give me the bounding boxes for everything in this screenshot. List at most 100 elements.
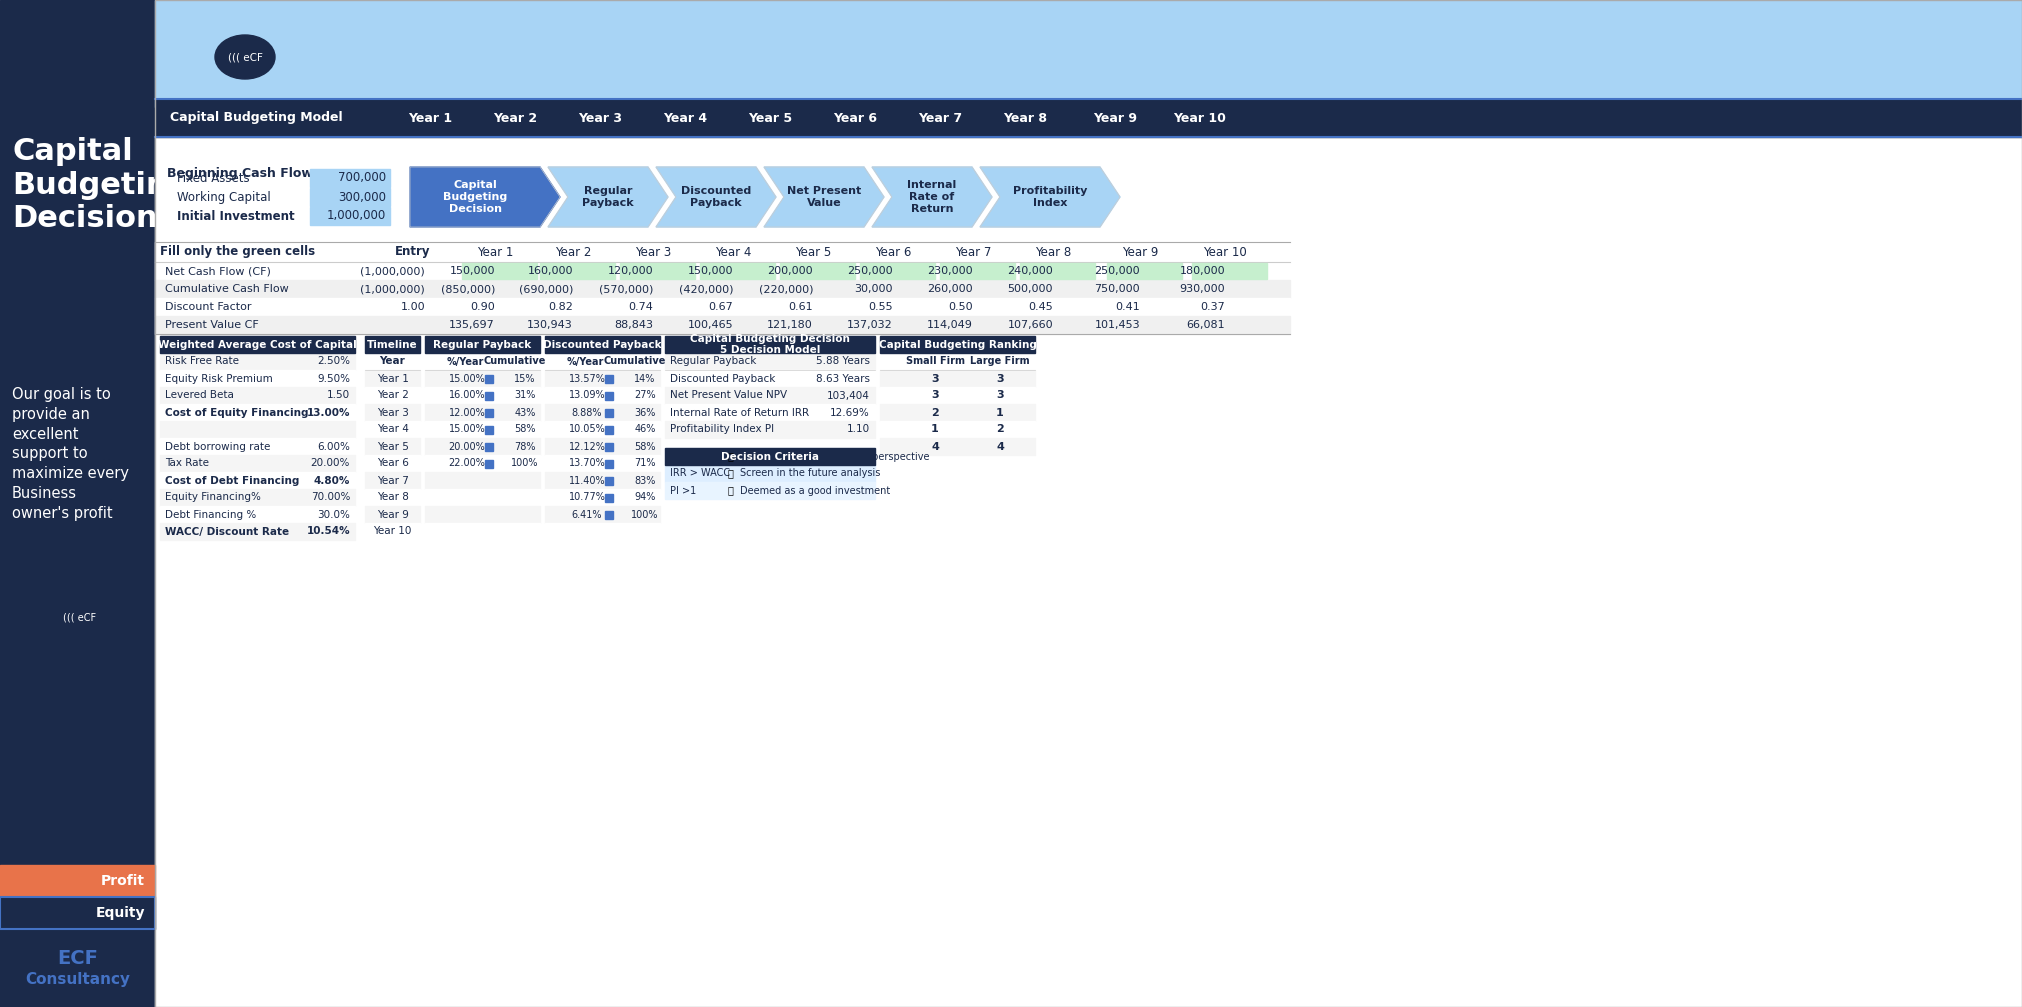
Bar — [425, 336, 540, 353]
Text: ((( eCF: ((( eCF — [63, 612, 97, 622]
Bar — [485, 426, 493, 434]
Text: PI >1: PI >1 — [669, 485, 696, 495]
Text: 114,049: 114,049 — [928, 320, 973, 330]
Polygon shape — [981, 167, 1120, 227]
Bar — [780, 263, 855, 279]
Text: 0.74: 0.74 — [629, 302, 653, 312]
Bar — [605, 375, 613, 383]
Text: 31%: 31% — [514, 391, 536, 401]
Text: Our goal is to
provide an
excellent
support to
maximize every
Business
owner's p: Our goal is to provide an excellent supp… — [12, 387, 129, 521]
Text: Year 9: Year 9 — [1122, 246, 1159, 259]
Text: 137,032: 137,032 — [847, 320, 894, 330]
Text: Year 4: Year 4 — [376, 425, 408, 434]
Text: 13.70%: 13.70% — [568, 458, 605, 468]
Text: Year 7: Year 7 — [918, 112, 962, 125]
Text: 3: 3 — [997, 374, 1003, 384]
Bar — [880, 336, 1035, 353]
Text: Year 8: Year 8 — [1035, 246, 1072, 259]
Bar — [880, 421, 1035, 438]
Bar — [605, 460, 613, 468]
Text: 107,660: 107,660 — [1007, 320, 1053, 330]
Text: 27%: 27% — [635, 391, 655, 401]
Text: 0.61: 0.61 — [789, 302, 813, 312]
Text: Levered Beta: Levered Beta — [166, 391, 235, 401]
Bar — [160, 523, 356, 540]
Text: Discounted Payback: Discounted Payback — [544, 339, 661, 349]
Bar — [1019, 263, 1096, 279]
Polygon shape — [871, 167, 993, 227]
Text: 120,000: 120,000 — [607, 266, 653, 276]
Bar — [366, 523, 421, 540]
Text: (1,000,000): (1,000,000) — [360, 284, 425, 294]
Bar — [160, 489, 356, 506]
Text: 20.00%: 20.00% — [311, 458, 350, 468]
Text: Equity Financing%: Equity Financing% — [166, 492, 261, 502]
Text: Capital Budgeting Model: Capital Budgeting Model — [170, 112, 342, 125]
Text: 👍: 👍 — [728, 485, 732, 495]
Text: 0.50: 0.50 — [948, 302, 973, 312]
Text: Year 6: Year 6 — [833, 112, 878, 125]
Text: Year 10: Year 10 — [1203, 246, 1248, 259]
Polygon shape — [764, 167, 884, 227]
Text: Working Capital: Working Capital — [178, 190, 271, 203]
Bar — [940, 263, 1015, 279]
Text: 46%: 46% — [635, 425, 655, 434]
Text: 22.00%: 22.00% — [449, 458, 485, 468]
Text: 78%: 78% — [514, 441, 536, 451]
Text: 0.37: 0.37 — [1201, 302, 1225, 312]
Text: 16.00%: 16.00% — [449, 391, 485, 401]
Text: 121,180: 121,180 — [766, 320, 813, 330]
Bar — [366, 336, 421, 353]
Text: 5.88 Years: 5.88 Years — [817, 356, 869, 367]
Bar — [1106, 263, 1183, 279]
Text: Small Firm: Small Firm — [906, 356, 964, 367]
Bar — [665, 482, 876, 499]
Text: 6.41%: 6.41% — [572, 510, 603, 520]
Bar — [160, 506, 356, 523]
Text: 150,000: 150,000 — [449, 266, 495, 276]
Bar — [546, 387, 659, 404]
Ellipse shape — [55, 599, 105, 635]
Bar — [0, 865, 156, 897]
Bar — [366, 370, 421, 387]
Text: 4: 4 — [997, 441, 1005, 451]
Text: 3: 3 — [997, 391, 1003, 401]
Text: Internal
Rate of
Return: Internal Rate of Return — [908, 179, 956, 214]
Bar — [160, 370, 356, 387]
Text: 10.77%: 10.77% — [568, 492, 605, 502]
Text: 160,000: 160,000 — [528, 266, 572, 276]
Bar — [859, 263, 934, 279]
Bar — [0, 0, 156, 1007]
Bar — [156, 262, 1290, 280]
Bar — [880, 404, 1035, 421]
Text: Debt borrowing rate: Debt borrowing rate — [166, 441, 271, 451]
Text: Regular
Payback: Regular Payback — [582, 186, 633, 208]
Text: 4.80%: 4.80% — [313, 475, 350, 485]
Text: 0.90: 0.90 — [471, 302, 495, 312]
Polygon shape — [548, 167, 667, 227]
Text: Equity Risk Premium: Equity Risk Premium — [166, 374, 273, 384]
Text: Regular Payback: Regular Payback — [669, 356, 756, 367]
Polygon shape — [410, 167, 560, 227]
Bar — [160, 353, 356, 370]
Text: NPV >0: NPV >0 — [669, 451, 708, 461]
Text: Discount Factor: Discount Factor — [166, 302, 251, 312]
Text: 15.00%: 15.00% — [449, 425, 485, 434]
Bar — [425, 370, 540, 387]
Text: Year 5: Year 5 — [795, 246, 831, 259]
Bar — [605, 511, 613, 519]
Bar — [546, 438, 659, 455]
Text: Internal Rate of Return IRR: Internal Rate of Return IRR — [669, 408, 809, 418]
Text: 13.09%: 13.09% — [568, 391, 605, 401]
Text: 0.55: 0.55 — [867, 302, 894, 312]
Text: Cost of Equity Financing: Cost of Equity Financing — [166, 408, 309, 418]
Text: Timeline: Timeline — [368, 339, 419, 349]
Text: Decision Criteria: Decision Criteria — [722, 451, 819, 461]
Bar — [156, 137, 2022, 1007]
Text: 10.05%: 10.05% — [568, 425, 605, 434]
Bar — [461, 263, 538, 279]
Bar — [160, 438, 356, 455]
Text: 2: 2 — [930, 408, 938, 418]
Text: 2: 2 — [997, 425, 1003, 434]
Bar — [425, 387, 540, 404]
